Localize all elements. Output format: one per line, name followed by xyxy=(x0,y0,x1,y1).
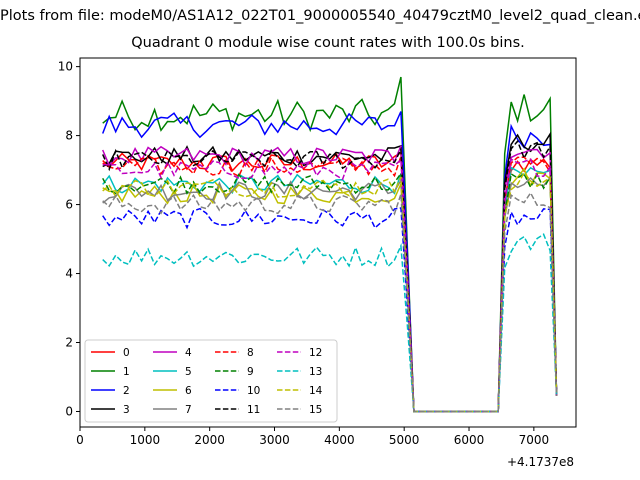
y-tick-label: 4 xyxy=(65,267,73,281)
series-line-9 xyxy=(102,171,558,413)
legend-label-7: 7 xyxy=(185,404,192,416)
x-tick-label: 4000 xyxy=(324,433,355,447)
x-tick-label: 5000 xyxy=(389,433,420,447)
suptitle-text: Plots from file: modeM0/AS1A12_022T01_90… xyxy=(0,8,640,24)
x-tick-label: 2000 xyxy=(194,433,225,447)
series-line-13 xyxy=(102,233,558,413)
series-line-15 xyxy=(102,191,558,413)
x-tick-label: 3000 xyxy=(259,433,290,447)
figure-suptitle: Plots from file: modeM0/AS1A12_022T01_90… xyxy=(0,8,640,24)
legend-label-8: 8 xyxy=(247,347,254,359)
x-tick-label: 6000 xyxy=(454,433,485,447)
x-offset-label: +4.1737e8 xyxy=(507,455,574,469)
legend-label-10: 10 xyxy=(247,385,260,397)
legend-label-12: 12 xyxy=(309,347,322,359)
y-tick-label: 6 xyxy=(65,198,73,212)
legend-label-4: 4 xyxy=(185,347,192,359)
x-tick-label: 7000 xyxy=(519,433,550,447)
plot-frame xyxy=(79,57,577,428)
y-tick-label: 2 xyxy=(65,336,73,350)
y-tick-label: 10 xyxy=(58,60,73,74)
legend-label-1: 1 xyxy=(123,366,130,378)
legend-label-13: 13 xyxy=(309,366,322,378)
chart-title: Quadrant 0 module wise count rates with … xyxy=(131,35,525,51)
legend-label-3: 3 xyxy=(123,404,130,416)
legend-label-0: 0 xyxy=(123,347,130,359)
legend-frame xyxy=(84,339,338,423)
series-layer xyxy=(101,76,558,413)
series-line-8 xyxy=(102,156,558,413)
legend-label-6: 6 xyxy=(185,385,192,397)
legend-label-2: 2 xyxy=(123,385,130,397)
legend-label-9: 9 xyxy=(247,366,254,378)
series-line-14 xyxy=(102,171,558,413)
legend-label-11: 11 xyxy=(247,404,260,416)
y-tick-label: 8 xyxy=(65,129,73,143)
legend-label-5: 5 xyxy=(185,366,192,378)
x-tick-label: 1000 xyxy=(130,433,161,447)
series-line-11 xyxy=(102,139,558,413)
y-tick-label: 0 xyxy=(65,404,73,418)
x-tick-label: 0 xyxy=(76,433,84,447)
legend-label-15: 15 xyxy=(309,404,322,416)
legend-label-14: 14 xyxy=(309,385,323,397)
